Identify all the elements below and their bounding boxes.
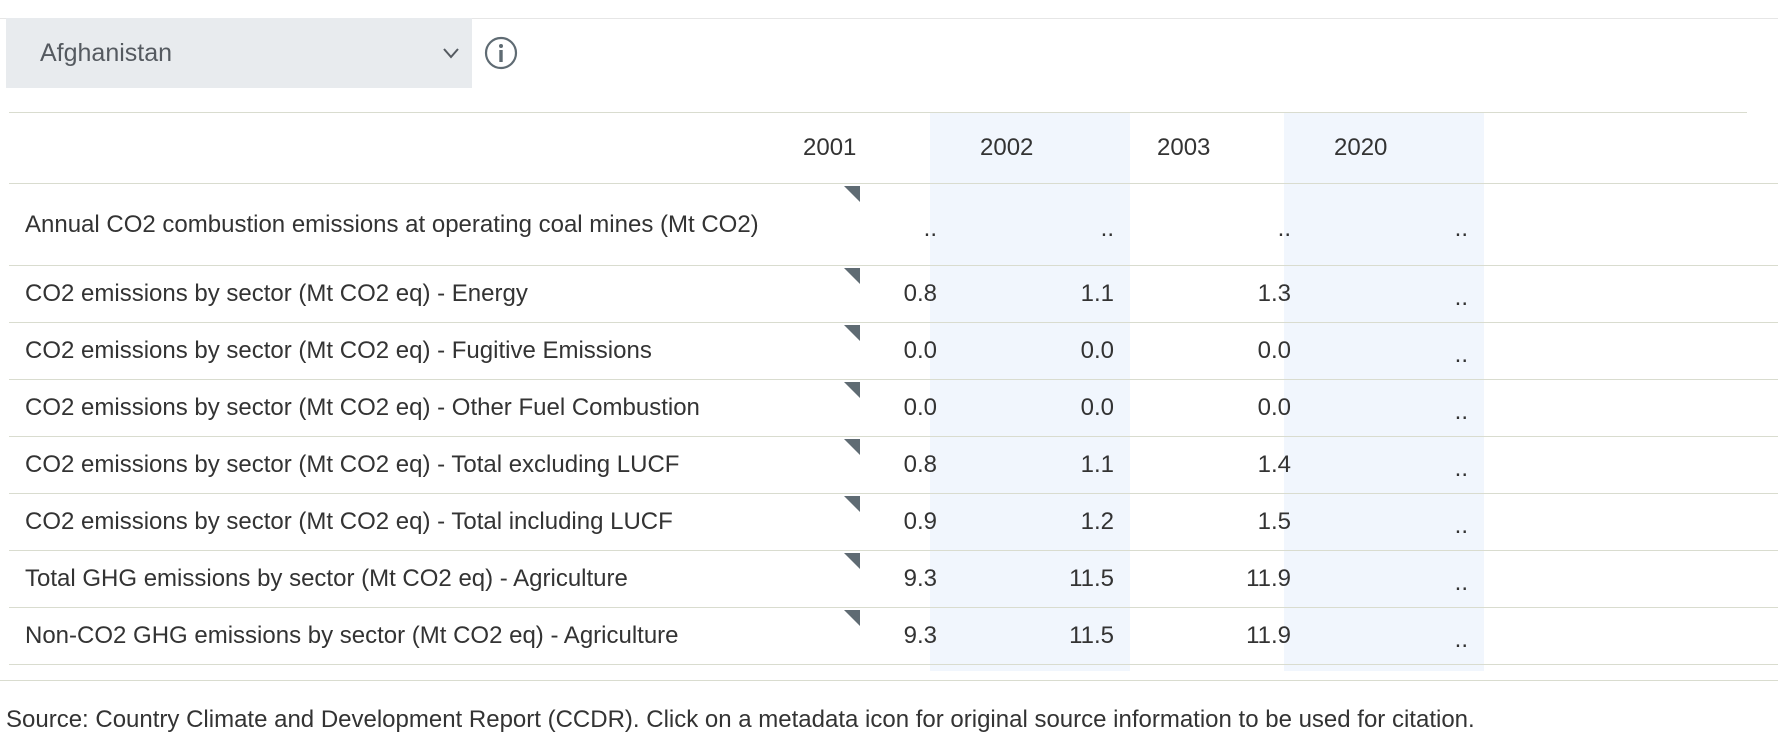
- row-label[interactable]: Non-CO2 GHG emissions by sector (Mt CO2 …: [25, 622, 679, 649]
- column-header-2003[interactable]: 2003: [1157, 134, 1211, 161]
- metadata-corner-icon[interactable]: [844, 382, 860, 398]
- metadata-corner-icon[interactable]: [844, 553, 860, 569]
- metadata-corner-icon[interactable]: [844, 496, 860, 512]
- metadata-corner-icon[interactable]: [844, 610, 860, 626]
- table-row: CO2 emissions by sector (Mt CO2 eq) - To…: [9, 494, 1778, 551]
- info-circle-icon[interactable]: [483, 35, 519, 71]
- cell-2003: 1.3: [1257, 280, 1291, 307]
- cell-2020: ..: [1454, 284, 1468, 311]
- footer-divider: [0, 680, 1778, 681]
- cell-2002: 1.1: [1080, 280, 1114, 307]
- cell-2002: 1.1: [1080, 451, 1114, 478]
- cell-2003: ..: [1277, 214, 1291, 242]
- cell-2002: 0.0: [1080, 394, 1114, 421]
- cell-2002: 11.5: [1069, 565, 1114, 592]
- cell-2002: 0.0: [1080, 337, 1114, 364]
- table-row: Total GHG emissions by sector (Mt CO2 eq…: [9, 551, 1778, 608]
- table-row: CO2 emissions by sector (Mt CO2 eq) - To…: [9, 437, 1778, 494]
- cell-2003: 11.9: [1246, 622, 1291, 649]
- cell-2020: ..: [1454, 512, 1468, 539]
- row-label[interactable]: CO2 emissions by sector (Mt CO2 eq) - En…: [25, 280, 528, 307]
- cell-2003: 0.0: [1257, 337, 1291, 364]
- cell-2020: ..: [1454, 626, 1468, 653]
- row-label[interactable]: CO2 emissions by sector (Mt CO2 eq) - To…: [25, 451, 680, 478]
- table-row: CO2 emissions by sector (Mt CO2 eq) - Fu…: [9, 323, 1778, 380]
- cell-2020: ..: [1454, 455, 1468, 482]
- cell-2003: 11.9: [1246, 565, 1291, 592]
- cell-2003: 1.5: [1257, 508, 1291, 535]
- cell-2001: 9.3: [903, 622, 937, 649]
- table-body: Annual CO2 combustion emissions at opera…: [9, 184, 1778, 665]
- metadata-corner-icon[interactable]: [844, 439, 860, 455]
- cell-2001: 0.8: [903, 451, 937, 478]
- cell-2003: 1.4: [1257, 451, 1291, 478]
- cell-2002: 11.5: [1069, 622, 1114, 649]
- cell-2020: ..: [1454, 341, 1468, 368]
- country-select[interactable]: Afghanistan: [6, 18, 472, 88]
- column-header-2020[interactable]: 2020: [1334, 134, 1388, 161]
- row-label[interactable]: Annual CO2 combustion emissions at opera…: [25, 210, 759, 238]
- table-header-row: 2001 2002 2003 2020: [9, 113, 1778, 184]
- cell-2001: 9.3: [903, 565, 937, 592]
- cell-2001: 0.0: [903, 337, 937, 364]
- table-top-divider: [9, 112, 1747, 113]
- row-label[interactable]: CO2 emissions by sector (Mt CO2 eq) - Fu…: [25, 337, 652, 364]
- cell-2003: 0.0: [1257, 394, 1291, 421]
- column-header-2002[interactable]: 2002: [980, 134, 1034, 161]
- cell-2002: 1.2: [1080, 508, 1114, 535]
- top-divider: [0, 18, 1778, 19]
- data-table: 2001 2002 2003 2020 Annual CO2 combustion e…: [9, 112, 1778, 672]
- cell-2020: ..: [1454, 569, 1468, 596]
- cell-2020: ..: [1454, 214, 1468, 242]
- cell-2001: 0.9: [903, 508, 937, 535]
- source-note: Source: Country Climate and Development …: [6, 706, 1475, 733]
- column-header-2001[interactable]: 2001: [803, 134, 857, 161]
- metadata-corner-icon[interactable]: [844, 186, 860, 202]
- country-select-value: Afghanistan: [40, 38, 173, 67]
- cell-2001: 0.8: [903, 280, 937, 307]
- cell-2002: ..: [1100, 214, 1114, 242]
- table-row: CO2 emissions by sector (Mt CO2 eq) - Ot…: [9, 380, 1778, 437]
- table-row: Annual CO2 combustion emissions at opera…: [9, 184, 1778, 266]
- column-shade-2020: [1284, 113, 1484, 671]
- metadata-corner-icon[interactable]: [844, 268, 860, 284]
- table-row: Non-CO2 GHG emissions by sector (Mt CO2 …: [9, 608, 1778, 665]
- cell-2020: ..: [1454, 398, 1468, 425]
- table-row: CO2 emissions by sector (Mt CO2 eq) - En…: [9, 266, 1778, 323]
- cell-2001: 0.0: [903, 394, 937, 421]
- metadata-corner-icon[interactable]: [844, 325, 860, 341]
- cell-2001: ..: [923, 214, 937, 242]
- row-label[interactable]: Total GHG emissions by sector (Mt CO2 eq…: [25, 565, 628, 592]
- row-label[interactable]: CO2 emissions by sector (Mt CO2 eq) - Ot…: [25, 394, 700, 421]
- chevron-down-icon: [443, 48, 459, 59]
- column-shade-2002: [930, 113, 1130, 671]
- row-label[interactable]: CO2 emissions by sector (Mt CO2 eq) - To…: [25, 508, 673, 535]
